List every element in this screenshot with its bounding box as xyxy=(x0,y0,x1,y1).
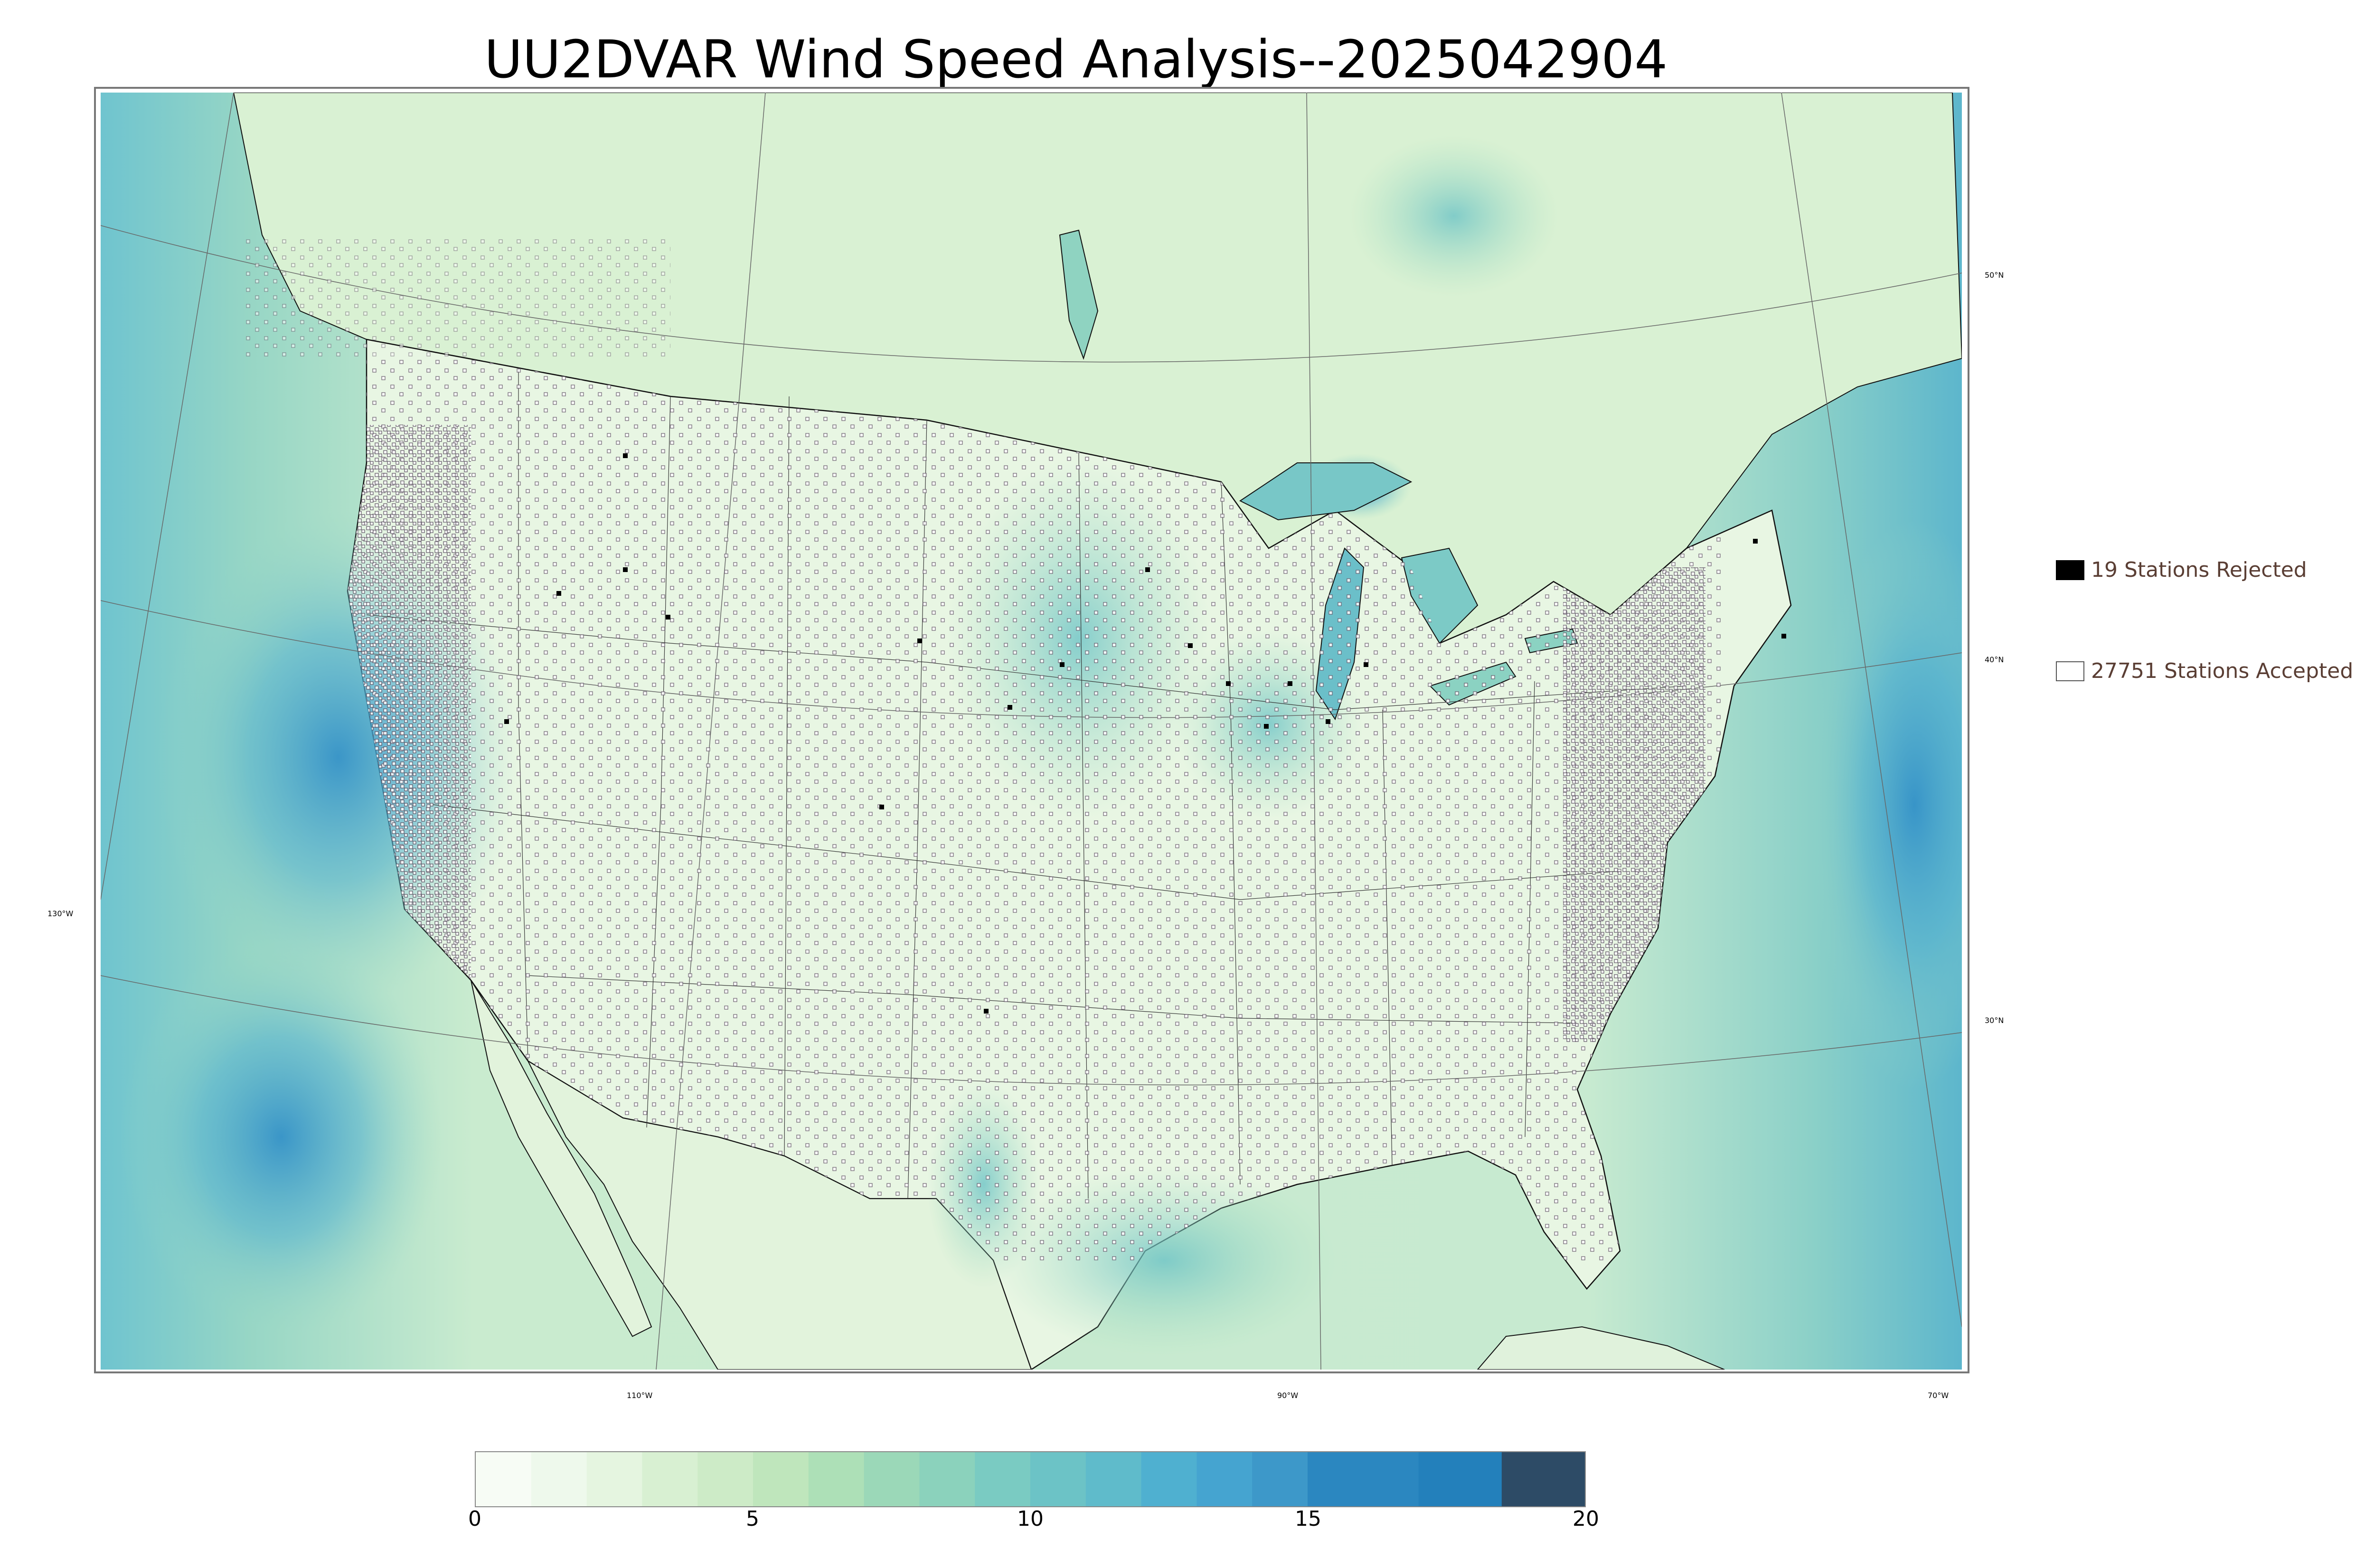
hudson-bay-wind xyxy=(1349,135,1558,297)
lat-label-30: 30°N xyxy=(1985,1016,2004,1025)
baja-peninsula xyxy=(471,980,652,1337)
colorbar-band-2 xyxy=(586,1452,642,1506)
lat-label-50: 50°N xyxy=(1985,271,2004,280)
lon-label-110: 110°W xyxy=(627,1391,653,1400)
colorbar-tick-0: 0 xyxy=(468,1507,481,1531)
colorbar-band-6 xyxy=(808,1452,865,1506)
colorbar-band-1 xyxy=(531,1452,587,1506)
legend-accepted: 27751 Stations Accepted xyxy=(2056,659,2353,683)
colorbar-band-5 xyxy=(753,1452,809,1506)
lon-label-90: 90°W xyxy=(1277,1391,1299,1400)
lake-winnipeg xyxy=(1059,229,1099,360)
rejected-station-swatch xyxy=(2056,560,2084,580)
mexico-land xyxy=(527,1060,1032,1370)
colorbar-band-8 xyxy=(919,1452,975,1506)
pacific-strong-wind-2 xyxy=(120,938,443,1336)
colorbar-band-13 xyxy=(1196,1452,1253,1506)
lon-label-130: 130°W xyxy=(47,909,74,918)
colorbar-band-10 xyxy=(1030,1452,1086,1506)
colorbar-band-7 xyxy=(864,1452,920,1506)
colorbar-band-4 xyxy=(697,1452,754,1506)
colorbar-tick-10: 10 xyxy=(1017,1507,1044,1531)
colorbar-bands xyxy=(476,1452,1585,1506)
colorbar-band-16 xyxy=(1418,1452,1502,1506)
stations-canada-sparse xyxy=(243,235,670,358)
colorbar-band-14 xyxy=(1252,1452,1308,1506)
colorbar-band-12 xyxy=(1141,1452,1197,1506)
legend-rejected: 19 Stations Rejected xyxy=(2056,558,2307,582)
colorbar-band-15 xyxy=(1308,1452,1419,1506)
colorbar-tick-20: 20 xyxy=(1573,1507,1599,1531)
map-title: UU2DVAR Wind Speed Analysis--2025042904 xyxy=(484,29,1668,90)
lon-label-70: 70°W xyxy=(1928,1391,1949,1400)
colorbar-ticks: 0 5 10 15 20 xyxy=(468,1507,1599,1537)
colorbar-tick-15: 15 xyxy=(1295,1507,1321,1531)
legend-accepted-label: 27751 Stations Accepted xyxy=(2091,659,2354,683)
legend-rejected-label: 19 Stations Rejected xyxy=(2091,558,2307,582)
atlantic-strong-wind xyxy=(1810,520,1962,1089)
lat-label-40: 40°N xyxy=(1985,655,2004,664)
lake-superior xyxy=(1239,462,1413,521)
colorbar-tick-5: 5 xyxy=(746,1507,759,1531)
accepted-station-swatch xyxy=(2056,661,2084,681)
colorbar-band-3 xyxy=(642,1452,698,1506)
colorbar-band-0 xyxy=(476,1452,532,1506)
colorbar-band-11 xyxy=(1085,1452,1142,1506)
stations-rejected xyxy=(504,453,1786,1014)
colorbar xyxy=(475,1451,1586,1507)
colorbar-band-9 xyxy=(975,1452,1031,1506)
wind-speed-map[interactable] xyxy=(101,93,1962,1370)
cuba-land xyxy=(1477,1326,1725,1370)
colorbar-band-17 xyxy=(1501,1452,1585,1506)
